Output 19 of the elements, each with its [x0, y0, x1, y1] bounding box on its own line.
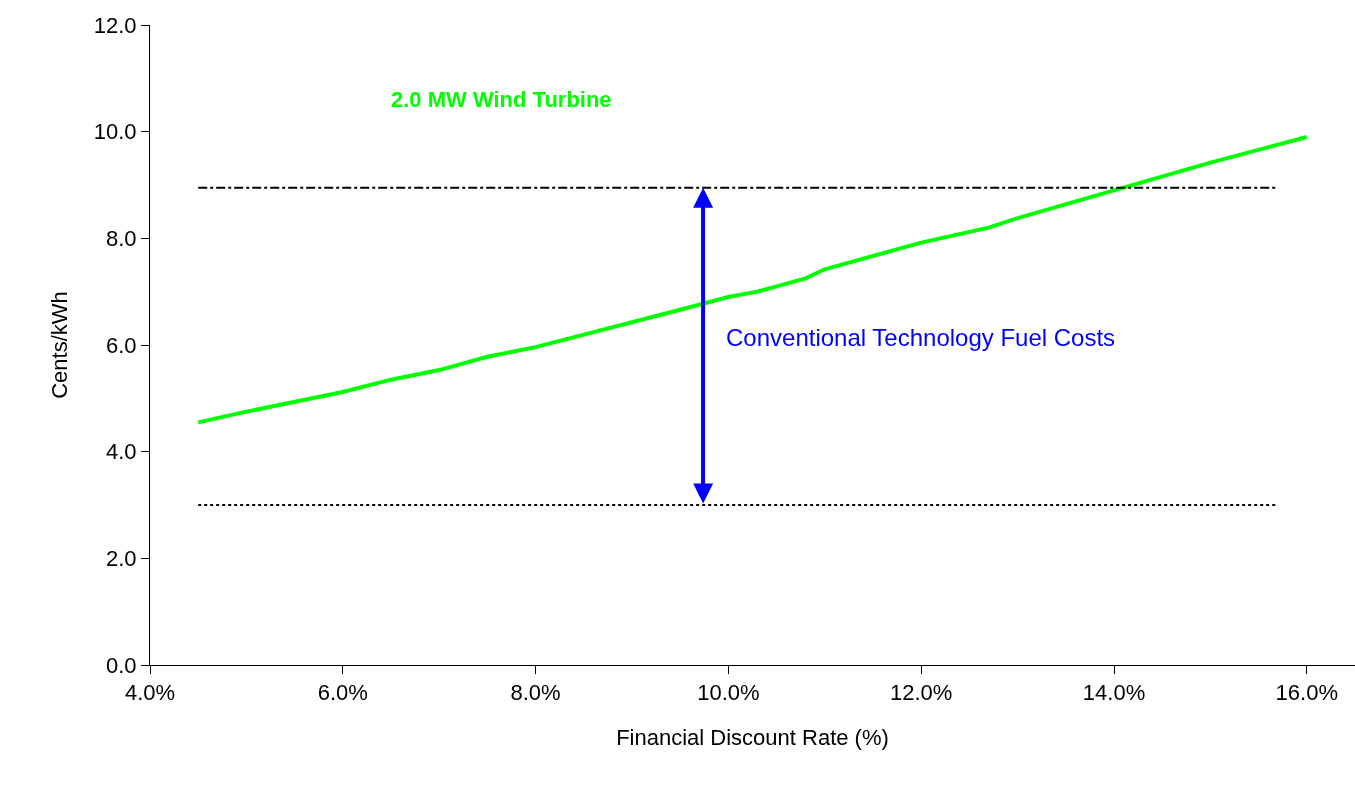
x-axis-title: Financial Discount Rate (%): [616, 725, 889, 751]
annotation: Conventional Technology Fuel Costs: [726, 324, 1116, 351]
x-tick-label: 10.0%: [697, 680, 760, 706]
x-tick-label: 8.0%: [510, 680, 561, 706]
y-tick-label: 12.0: [93, 12, 137, 38]
y-tick-label: 6.0: [106, 332, 137, 358]
line-series: [196, 135, 1309, 425]
x-tick-label: 16.0%: [1275, 680, 1338, 706]
x-tick-label: 4.0%: [124, 680, 176, 706]
x-tick-label: 6.0%: [317, 680, 368, 706]
y-axis-title: Cents/kWh: [46, 291, 72, 399]
y-tick-label: 8.0: [106, 226, 137, 252]
y-tick-label: 0.0: [106, 652, 137, 678]
y-tick-label: 4.0: [106, 439, 137, 465]
text: 2.0 MW Wind Turbine: [391, 87, 612, 112]
x-tick-label: 14.0%: [1082, 680, 1146, 706]
x-tick-label: 12.0%: [890, 680, 953, 706]
y-tick-label: 2.0: [106, 546, 137, 572]
y-tick-label: 10.0: [93, 119, 137, 145]
